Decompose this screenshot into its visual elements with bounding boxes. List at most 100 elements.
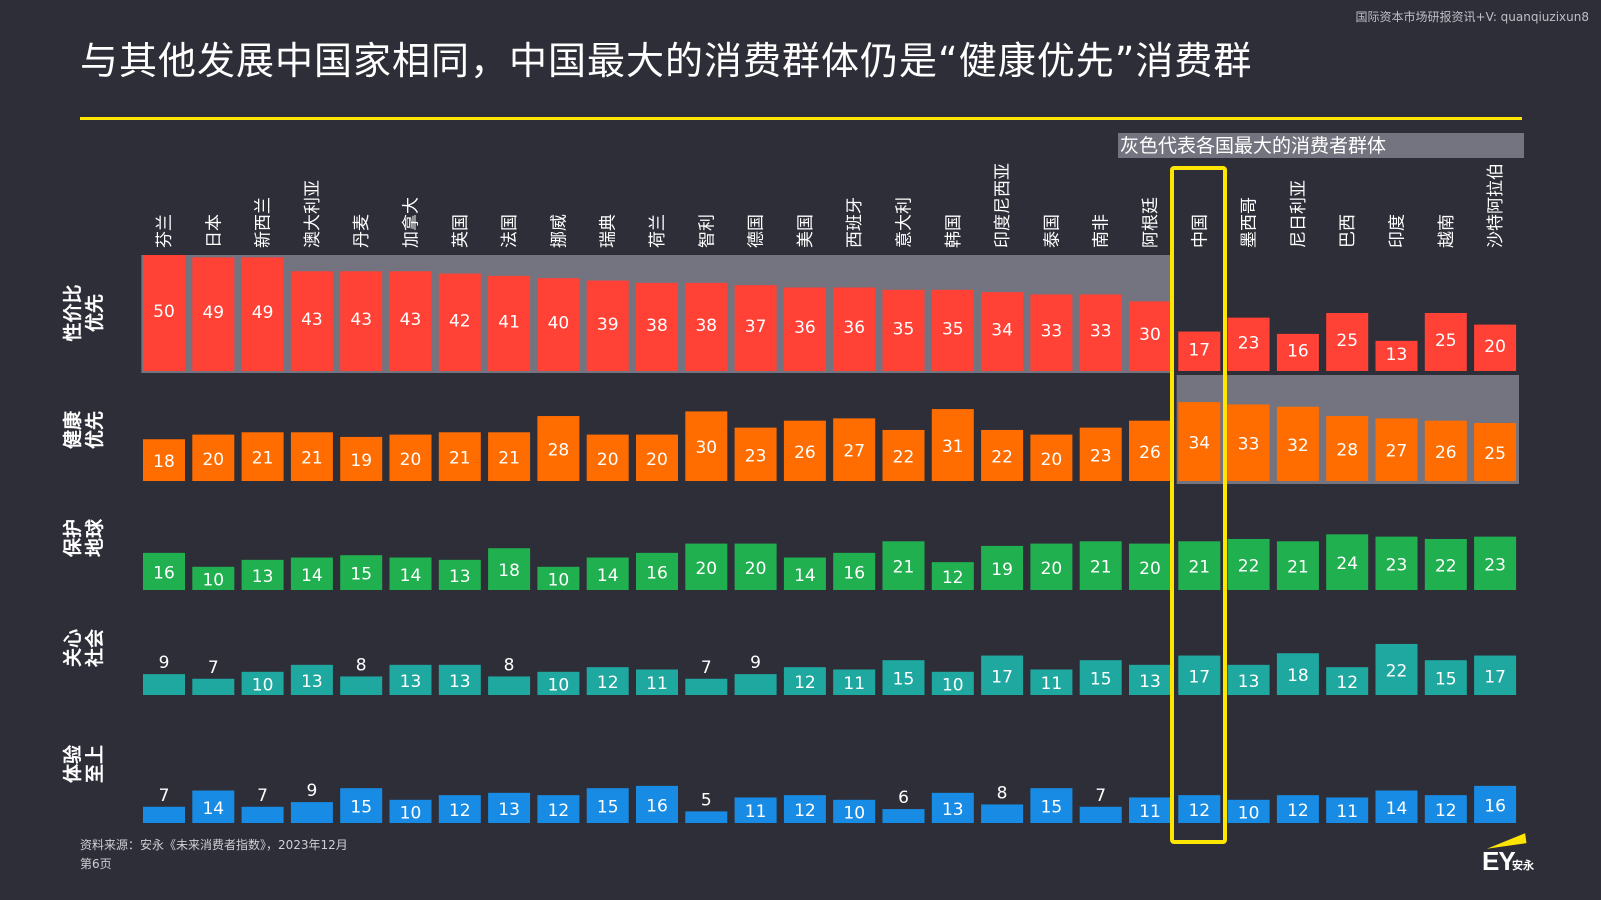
bar-value-label: 16 [843,563,865,583]
category-label: 法国 [500,214,520,248]
bar-value-label: 13 [1238,672,1260,692]
bar [882,429,925,481]
bar-value-label: 21 [252,449,274,469]
bar-value-label: 20 [1041,450,1063,470]
legend-note-text: 灰色代表各国最大的消费者群体 [1120,135,1386,157]
bar [586,434,629,481]
bar [1375,790,1418,823]
bar-value-label: 16 [646,796,668,816]
bar [1178,331,1221,371]
bar [488,792,531,823]
bar-value-label: 14 [1386,799,1408,819]
bar [636,552,678,590]
bar-value-label: 16 [1484,796,1506,816]
bar-value-label: 33 [1090,322,1112,342]
bar [1474,324,1517,371]
bar-value-label: 40 [548,314,570,334]
bar [586,788,629,823]
category-label: 日本 [204,214,224,248]
bar-value-label: 23 [1238,333,1260,353]
bar [1129,797,1171,823]
bar [389,664,432,695]
category-label: 尼日利亚 [1289,180,1309,248]
bar-value-label: 20 [400,450,422,470]
category-label: 中国 [1190,214,1210,248]
bar-value-label: 43 [400,310,422,330]
bar [783,557,826,590]
bar-value-label: 9 [159,653,170,673]
bar [488,676,531,695]
bar-value-labels: 50 49 49 43 43 43 42 41 40 39 38 38 37 36 36 35 35 34 33 33… [153,302,1506,823]
bar [1030,669,1073,695]
bar-value-label: 25 [1484,444,1506,464]
bar [192,678,235,695]
bar-value-label: 14 [301,566,323,586]
bar-value-label: 16 [1287,341,1309,361]
bar [143,439,185,481]
bar-value-label: 15 [1041,798,1063,818]
category-label: 阿根廷 [1141,197,1161,248]
category-label: 巴西 [1338,214,1358,248]
bar-value-label: 12 [794,673,816,693]
bar-value-label: 21 [449,449,471,469]
bar-value-label: 20 [1139,559,1161,579]
bar-value-label: 13 [252,567,274,587]
bar [1424,538,1467,590]
bar-value-label: 19 [991,560,1013,580]
category-label: 越南 [1437,214,1457,248]
bar [1474,785,1517,823]
bar-value-label: 15 [350,565,372,585]
bar [685,411,728,481]
bar-value-label: 16 [153,563,175,583]
bar [882,289,925,371]
category-label: 德国 [747,214,767,248]
bar [1079,427,1122,481]
bar-value-label: 36 [794,318,816,338]
bar [290,432,333,481]
category-label: 印度尼西亚 [993,163,1013,248]
bar-value-label: 12 [794,801,816,821]
bar [1326,416,1369,481]
bar [488,548,531,590]
bar-value-label: 8 [504,655,515,675]
bar-value-label: 13 [942,800,964,820]
bar-value-label: 22 [1238,556,1260,576]
bar [586,280,629,371]
bar-value-label: 35 [942,319,964,339]
bar-value-label: 12 [1188,801,1210,821]
title-divider [80,117,1522,120]
bar-value-label: 7 [1095,786,1106,806]
bar-value-label: 11 [1139,802,1161,822]
bar [1030,788,1073,823]
page-number: 第6页 [80,857,112,871]
bar-value-label: 20 [597,450,619,470]
bar-value-label: 27 [843,442,865,462]
bar [389,799,432,823]
bar [537,416,580,481]
bar [537,278,580,371]
bar-value-label: 28 [1336,441,1358,461]
bar [143,255,185,371]
bar-value-label: 33 [1041,322,1063,342]
category-label: 印度 [1388,214,1408,248]
bar [143,674,185,695]
bar [1326,797,1369,823]
bar-value-label: 9 [750,653,761,673]
bar-value-label: 8 [356,655,367,675]
bar [340,788,383,823]
bar-value-label: 15 [597,798,619,818]
bar-value-label: 41 [498,312,520,332]
bar [143,806,185,823]
bar-value-label: 12 [1336,673,1358,693]
bar-value-label: 13 [1386,345,1408,365]
bar [734,797,777,823]
bar-value-label: 20 [1041,559,1063,579]
bar-value-label: 17 [1188,667,1210,687]
bar-value-label: 26 [794,443,816,463]
bar-value-label: 27 [1386,442,1408,462]
bar [1227,664,1270,695]
bar [340,676,383,695]
category-label: 智利 [697,214,717,248]
bar [1178,402,1221,481]
bar [882,541,925,590]
